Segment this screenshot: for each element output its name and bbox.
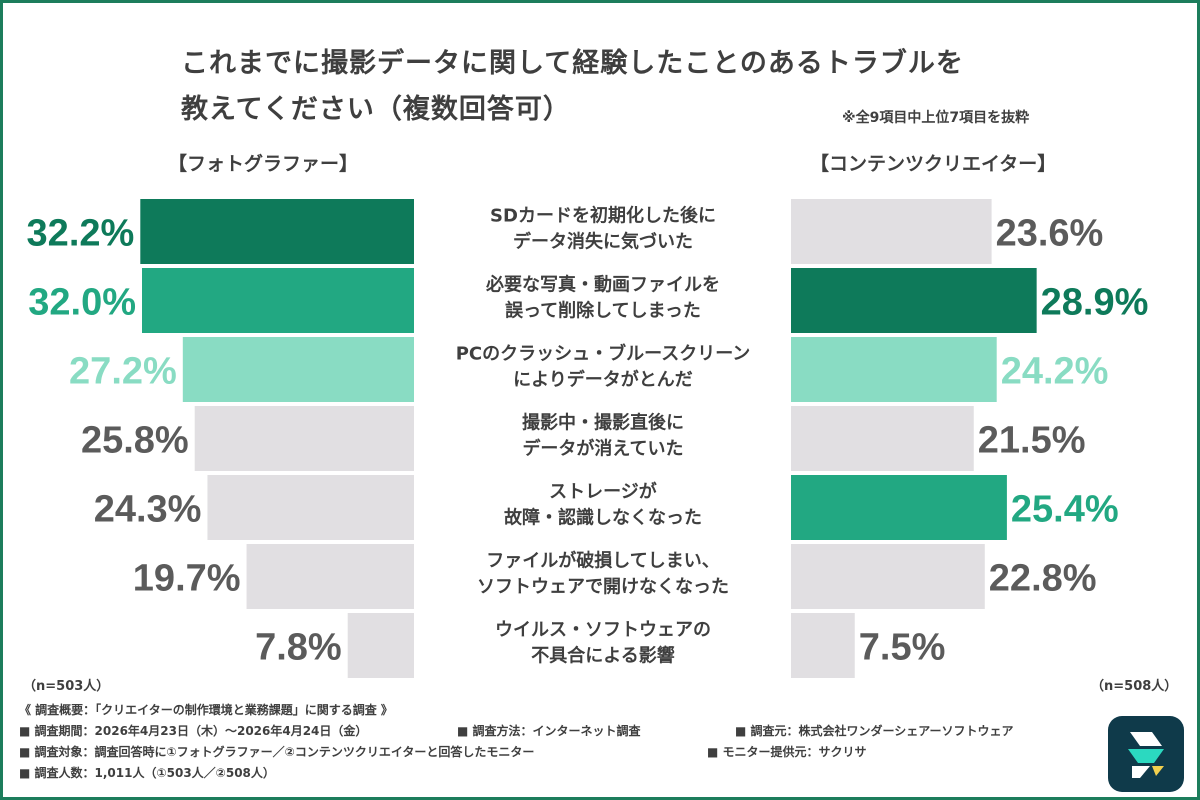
right-value-label-3: 24.2%	[1001, 351, 1109, 393]
left-sample-size: （n=503人）	[23, 679, 110, 694]
title-line-1: これまでに撮影データに関して経験したことのあるトラブルを	[181, 48, 964, 79]
right-bar-1	[791, 199, 992, 264]
right-value-label-4: 21.5%	[978, 420, 1086, 462]
survey-header: 《 調査概要：「クリエイターの制作環境と業務課題」に関する調査 》	[19, 703, 393, 717]
filmora-logo-icon	[1108, 716, 1184, 792]
category-label-7: ウイルス・ソフトウェアの不具合による影響	[495, 620, 711, 667]
left-value-label-3: 27.2%	[69, 351, 177, 393]
left-bar-7	[347, 613, 414, 678]
right-bar-2	[791, 268, 1037, 333]
left-bar-4	[194, 406, 414, 471]
left-value-label-5: 24.3%	[94, 489, 202, 531]
left-bar-6	[246, 544, 414, 609]
right-value-label-7: 7.5%	[859, 627, 946, 669]
left-value-label-1: 32.2%	[27, 213, 135, 255]
title-line-2: 教えてください（複数回答可）	[181, 94, 571, 125]
right-sample-size: （n=508人）	[1091, 679, 1178, 694]
category-label-6: ファイルが破損してしまい、ソフトウェアで開けなくなった	[477, 550, 729, 598]
category-label-5: ストレージが故障・認識しなくなった	[504, 481, 702, 529]
survey-target: ■ 調査対象：調査回答時に①フォトグラファー／②コンテンツクリエイターと回答した…	[19, 745, 535, 759]
right-value-label-1: 23.6%	[996, 213, 1104, 255]
left-value-label-7: 7.8%	[255, 627, 342, 669]
right-bar-6	[791, 544, 985, 609]
survey-count: ■ 調査人数：1,011人（①503人／②508人）	[19, 766, 275, 780]
category-label-4: 撮影中・撮影直後にデータが消えていた	[522, 412, 684, 460]
right-bar-5	[791, 475, 1007, 540]
left-bar-1	[140, 199, 415, 264]
survey-method: ■ 調査方法：インターネット調査	[457, 724, 641, 738]
chart-title: これまでに撮影データに関して経験したことのあるトラブルを 教えてください（複数回…	[181, 41, 964, 133]
left-bar-5	[207, 475, 414, 540]
right-bar-4	[791, 406, 974, 471]
survey-period: ■ 調査期間：2026年4月23日（木）～2026年4月24日（金）	[19, 724, 368, 738]
right-value-label-5: 25.4%	[1011, 489, 1119, 531]
right-group-label: 【コンテンツクリエイター】	[810, 153, 1057, 175]
left-value-label-6: 19.7%	[133, 558, 241, 600]
category-label-2: 必要な写真・動画ファイルを誤って削除してしまった	[485, 274, 720, 322]
butterfly-bar-chart: 32.2% 23.6% SDカードを初期化した後にデータ消失に気づいた 32.0% 28…	[27, 199, 1149, 678]
left-value-label-2: 32.0%	[28, 282, 136, 324]
right-value-label-6: 22.8%	[989, 558, 1097, 600]
right-bar-7	[791, 613, 855, 678]
left-bar-3	[182, 337, 414, 402]
right-value-label-2: 28.9%	[1041, 282, 1149, 324]
left-value-label-4: 25.8%	[81, 420, 189, 462]
survey-provider: ■ モニター提供元：サクリサ	[707, 745, 867, 759]
category-label-1: SDカードを初期化した後にデータ消失に気づいた	[490, 205, 716, 253]
left-bar-2	[142, 268, 414, 333]
selection-note: ※全9項目中上位7項目を抜粋	[842, 110, 1030, 126]
right-bar-3	[791, 337, 997, 402]
left-group-label: 【フォトグラファー】	[168, 153, 359, 175]
survey-source: ■ 調査元：株式会社ワンダーシェアーソフトウェア	[735, 724, 1014, 738]
category-label-3: PCのクラッシュ・ブルースクリーンによりデータがとんだ	[456, 343, 751, 391]
